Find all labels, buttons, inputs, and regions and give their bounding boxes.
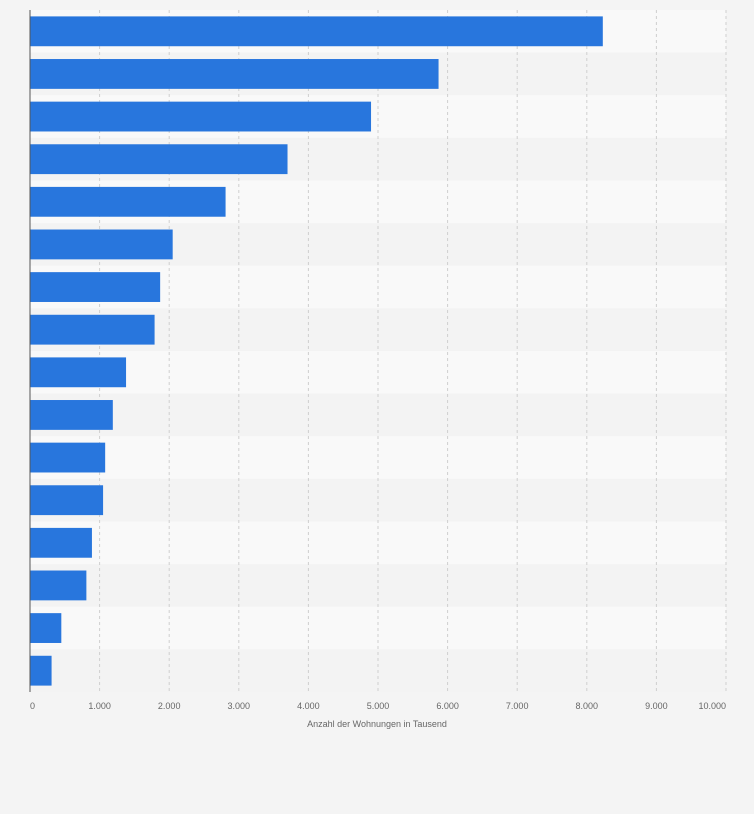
bar[interactable] (30, 442, 106, 473)
x-axis-title: Anzahl der Wohnungen in Tausend (307, 719, 447, 729)
bar[interactable] (30, 570, 87, 601)
bar[interactable] (30, 59, 439, 89)
bar[interactable] (30, 527, 92, 558)
x-tick-label: 1.000 (88, 701, 111, 711)
x-tick-labels: 0 1.000 2.000 3.000 4.000 5.000 6.000 7.000 8.00… (30, 701, 726, 711)
bar[interactable] (30, 613, 62, 643)
bar[interactable] (30, 229, 173, 260)
x-tick-label: 0 (30, 701, 35, 711)
bar[interactable] (30, 655, 52, 686)
x-tick-label: 5.000 (367, 701, 390, 711)
bar[interactable] (30, 16, 603, 47)
bars (30, 16, 603, 686)
bar[interactable] (30, 485, 104, 516)
bar[interactable] (30, 186, 226, 217)
bar[interactable] (30, 272, 161, 302)
x-tick-label: 8.000 (576, 701, 599, 711)
x-tick-label: 2.000 (158, 701, 181, 711)
x-tick-label: 7.000 (506, 701, 529, 711)
x-tick-label: 6.000 (436, 701, 459, 711)
bar[interactable] (30, 400, 113, 430)
bar[interactable] (30, 144, 288, 175)
x-tick-label: 9.000 (645, 701, 668, 711)
x-tick-label: 3.000 (228, 701, 251, 711)
x-tick-label: 10.000 (698, 701, 726, 711)
bar[interactable] (30, 314, 155, 345)
x-tick-label: 4.000 (297, 701, 320, 711)
bar[interactable] (30, 101, 372, 132)
bar[interactable] (30, 357, 127, 388)
